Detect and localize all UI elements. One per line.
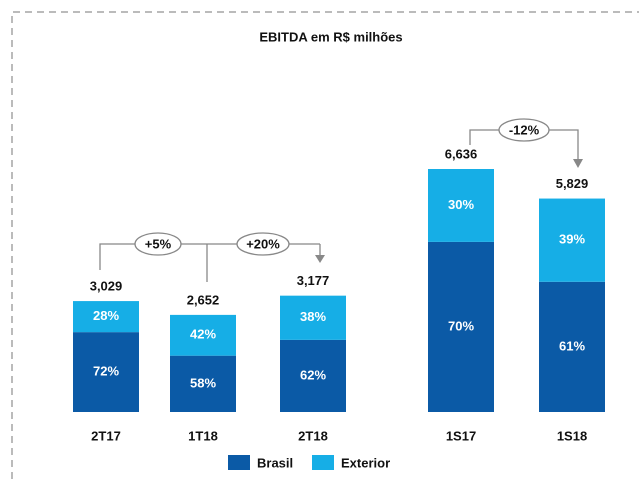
segment-label: 42% bbox=[190, 327, 216, 342]
segment-label: 70% bbox=[448, 318, 474, 333]
bar-segment bbox=[428, 169, 494, 242]
segment-label: 72% bbox=[93, 364, 119, 379]
legend-label: Brasil bbox=[257, 455, 293, 470]
segment-label: 58% bbox=[190, 375, 216, 390]
segment-label: 62% bbox=[300, 367, 326, 382]
arrow-head bbox=[315, 255, 325, 263]
annotation-oval bbox=[236, 232, 290, 256]
segment-label: 30% bbox=[448, 197, 474, 212]
segment-label: 28% bbox=[93, 308, 119, 323]
bar-segment bbox=[539, 198, 605, 282]
bar-segment bbox=[428, 241, 494, 412]
segment-label: 38% bbox=[300, 309, 326, 324]
annotation: +20% bbox=[246, 236, 280, 251]
legend-swatch bbox=[312, 455, 334, 470]
annotation-oval bbox=[134, 232, 182, 256]
segment-label: 61% bbox=[559, 338, 585, 353]
annotation: -12% bbox=[509, 122, 540, 137]
bar-segment bbox=[73, 332, 139, 412]
annotation-oval bbox=[498, 118, 550, 142]
total-label: 3,177 bbox=[297, 273, 330, 288]
x-tick-label: 1S18 bbox=[557, 428, 587, 443]
bar-segment bbox=[280, 295, 346, 340]
chart-title: EBITDA em R$ milhões bbox=[259, 29, 402, 44]
segment-label: 39% bbox=[559, 232, 585, 247]
x-tick-label: 1S17 bbox=[446, 428, 476, 443]
total-label: 5,829 bbox=[556, 176, 589, 191]
annotation: +5% bbox=[145, 236, 172, 251]
bar-segment bbox=[73, 301, 139, 333]
bar-segment bbox=[170, 355, 236, 412]
x-tick-label: 2T17 bbox=[91, 428, 121, 443]
arrow-head bbox=[573, 159, 583, 168]
x-tick-label: 2T18 bbox=[298, 428, 328, 443]
legend-label: Exterior bbox=[341, 455, 390, 470]
bar-segment bbox=[170, 314, 236, 356]
total-label: 3,029 bbox=[90, 279, 123, 294]
bar-segment bbox=[280, 339, 346, 412]
total-label: 2,652 bbox=[187, 292, 220, 307]
legend-swatch bbox=[228, 455, 250, 470]
bar-segment bbox=[539, 281, 605, 412]
x-tick-label: 1T18 bbox=[188, 428, 218, 443]
total-label: 6,636 bbox=[445, 146, 478, 161]
